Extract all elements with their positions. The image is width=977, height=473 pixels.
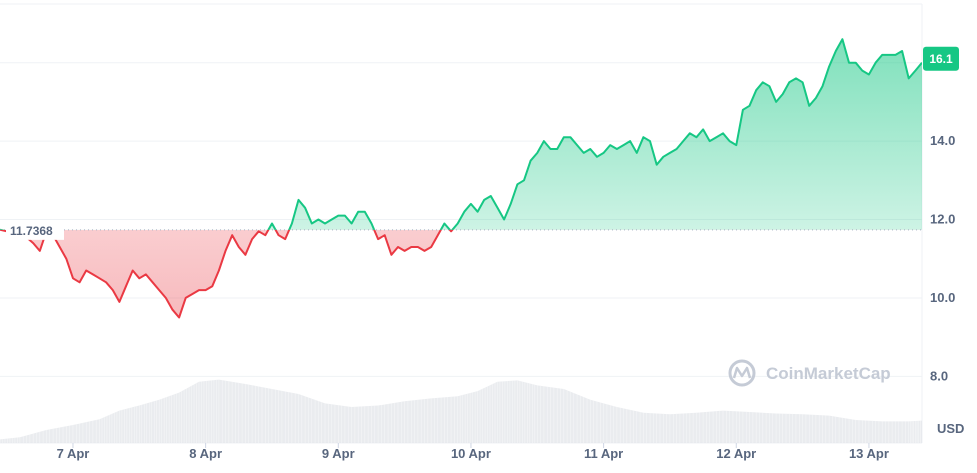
currency-unit: USD bbox=[937, 421, 964, 436]
x-tick-label: 7 Apr bbox=[57, 446, 90, 461]
x-tick-label: 12 Apr bbox=[716, 446, 756, 461]
current-price-label: 16.1 bbox=[929, 52, 953, 66]
watermark-text: CoinMarketCap bbox=[766, 364, 891, 383]
reference-label: 11.7368 bbox=[6, 221, 64, 240]
x-tick-label: 8 Apr bbox=[189, 446, 222, 461]
x-tick-label: 13 Apr bbox=[849, 446, 889, 461]
x-tick-label: 10 Apr bbox=[451, 446, 491, 461]
y-tick-label: 12.0 bbox=[930, 212, 955, 227]
coinmarketcap-logo-icon bbox=[728, 359, 756, 387]
volume-bars bbox=[0, 379, 922, 443]
price-line-up bbox=[0, 38, 922, 230]
watermark: CoinMarketCap bbox=[728, 359, 891, 387]
x-axis: 7 Apr 8 Apr 9 Apr 10 Apr 11 Apr 12 Apr 13 Apr bbox=[57, 443, 889, 461]
area-below-reference bbox=[0, 229, 922, 318]
x-tick-label: 9 Apr bbox=[322, 446, 355, 461]
reference-value-label: 11.7368 bbox=[10, 224, 53, 238]
y-axis: 8.0 10.0 12.0 14.0 bbox=[930, 133, 955, 383]
price-area bbox=[0, 39, 922, 318]
volume-area bbox=[0, 379, 922, 443]
y-tick-label: 14.0 bbox=[930, 133, 955, 148]
x-tick-label: 11 Apr bbox=[584, 446, 623, 461]
area-above-reference bbox=[0, 39, 922, 230]
y-tick-label: 8.0 bbox=[930, 368, 948, 383]
price-line bbox=[0, 38, 922, 319]
price-line-down bbox=[0, 229, 454, 319]
y-tick-label: 10.0 bbox=[930, 290, 955, 305]
current-price-tag: 16.1 bbox=[923, 46, 959, 71]
